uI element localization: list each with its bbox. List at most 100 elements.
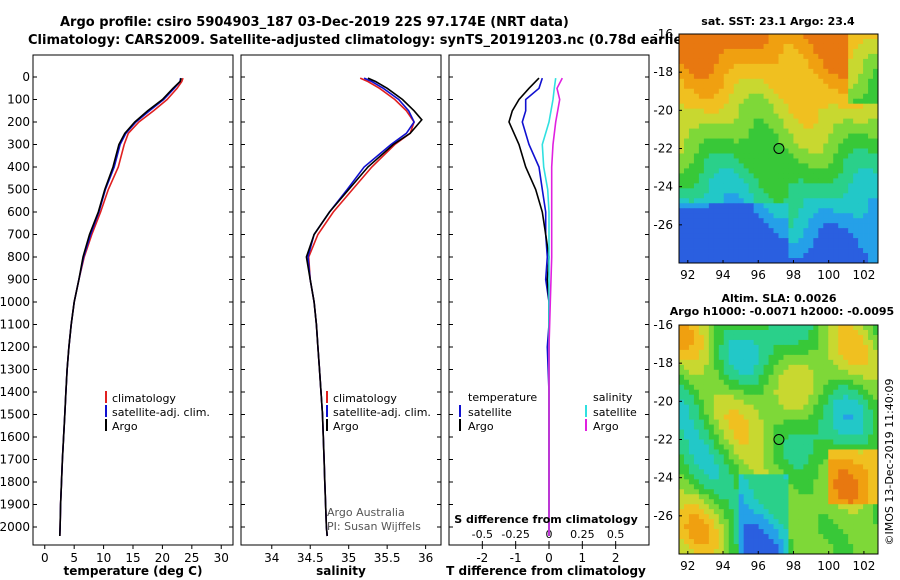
- map-cell: [748, 359, 755, 366]
- map-cell: [828, 188, 834, 194]
- map-cell: [679, 173, 685, 179]
- map-cell: [713, 529, 720, 535]
- map-cell: [788, 489, 794, 495]
- map-cell: [773, 429, 779, 435]
- map-cell: [703, 509, 710, 515]
- map-cell: [753, 444, 760, 450]
- map-cell: [753, 208, 760, 214]
- map-cell: [778, 534, 784, 540]
- map-cell: [688, 38, 695, 45]
- map-cell: [818, 253, 824, 259]
- map-cell: [758, 389, 764, 396]
- map-cell: [683, 334, 690, 341]
- difference-legend-salinity: salinity satellite Argo: [585, 391, 637, 433]
- map-cell: [798, 439, 804, 445]
- map-cell: [823, 218, 829, 224]
- map-cell: [708, 213, 715, 219]
- map-cell: [723, 539, 730, 545]
- map-cell: [823, 444, 829, 450]
- map-cell: [838, 34, 844, 40]
- map-cell: [793, 474, 799, 480]
- map-cell: [843, 404, 849, 411]
- map-cell: [798, 178, 804, 184]
- map-cell: [783, 58, 789, 65]
- map-cell: [713, 359, 720, 366]
- map-cell: [703, 524, 710, 530]
- map-cell: [848, 369, 854, 376]
- map-cell: [828, 444, 834, 450]
- map-cell: [698, 213, 705, 219]
- map-cell: [723, 223, 730, 229]
- map-cell: [863, 58, 869, 65]
- map-cell: [723, 339, 730, 346]
- map-cell: [843, 504, 849, 510]
- map-cell: [693, 524, 700, 530]
- map-cell: [793, 128, 799, 134]
- map-cell: [773, 163, 779, 169]
- map-cell: [728, 354, 735, 361]
- map-cell: [838, 434, 844, 440]
- map-cell: [798, 223, 804, 229]
- map-cell: [693, 464, 700, 470]
- map-cell: [753, 484, 760, 490]
- map-cell: [803, 168, 809, 174]
- map-cell: [688, 163, 695, 169]
- map-cell: [768, 88, 774, 95]
- map-cell: [703, 424, 710, 430]
- map-cell: [753, 58, 760, 65]
- map-cell: [688, 329, 695, 336]
- map-cell: [778, 519, 784, 525]
- map-cell: [728, 339, 735, 346]
- map-cell: [753, 243, 760, 249]
- map-cell: [818, 188, 824, 194]
- map-cell: [853, 148, 859, 154]
- map-cell: [868, 449, 874, 455]
- map-cell: [818, 248, 824, 254]
- map-cell: [743, 138, 750, 144]
- map-cell: [818, 514, 824, 520]
- map-cell: [693, 183, 700, 189]
- map-cell: [863, 188, 869, 194]
- map-cell: [853, 183, 859, 189]
- map-cell: [763, 479, 769, 485]
- map-cell: [688, 48, 695, 55]
- map-cell: [728, 38, 735, 45]
- map-cell: [718, 78, 725, 85]
- map-cell: [793, 549, 799, 555]
- map-cell: [703, 233, 710, 239]
- map-cell: [718, 218, 725, 224]
- map-cell: [698, 349, 705, 356]
- map-cell: [679, 88, 685, 95]
- map-cell: [688, 439, 695, 445]
- map-cell: [743, 369, 750, 376]
- map-cell: [813, 354, 819, 361]
- map-cell: [763, 474, 769, 480]
- map-cell: [753, 489, 760, 495]
- map-cell: [763, 233, 769, 239]
- map-cell: [738, 464, 745, 470]
- map-cell: [723, 243, 730, 249]
- map-cell: [823, 389, 829, 396]
- x-tick-label: 0: [41, 551, 49, 565]
- map-cell: [783, 238, 789, 244]
- map-cell: [833, 394, 839, 401]
- map-cell: [848, 88, 854, 95]
- map-cell: [778, 233, 784, 239]
- map-cell: [679, 494, 685, 500]
- map-cell: [728, 143, 735, 149]
- map-cell: [793, 38, 799, 45]
- map-cell: [748, 449, 755, 455]
- map-cell: [813, 128, 819, 134]
- map-cell: [728, 213, 735, 219]
- map-cell: [738, 188, 745, 194]
- map-cell: [758, 369, 764, 376]
- map-cell: [693, 484, 700, 490]
- map-cell: [748, 203, 755, 209]
- map-cell: [728, 424, 735, 430]
- map-cell: [793, 479, 799, 485]
- map-cell: [803, 83, 809, 90]
- map-cell: [679, 123, 685, 129]
- map-cell: [683, 349, 690, 356]
- map-cell: [758, 429, 764, 435]
- map-cell: [858, 499, 864, 505]
